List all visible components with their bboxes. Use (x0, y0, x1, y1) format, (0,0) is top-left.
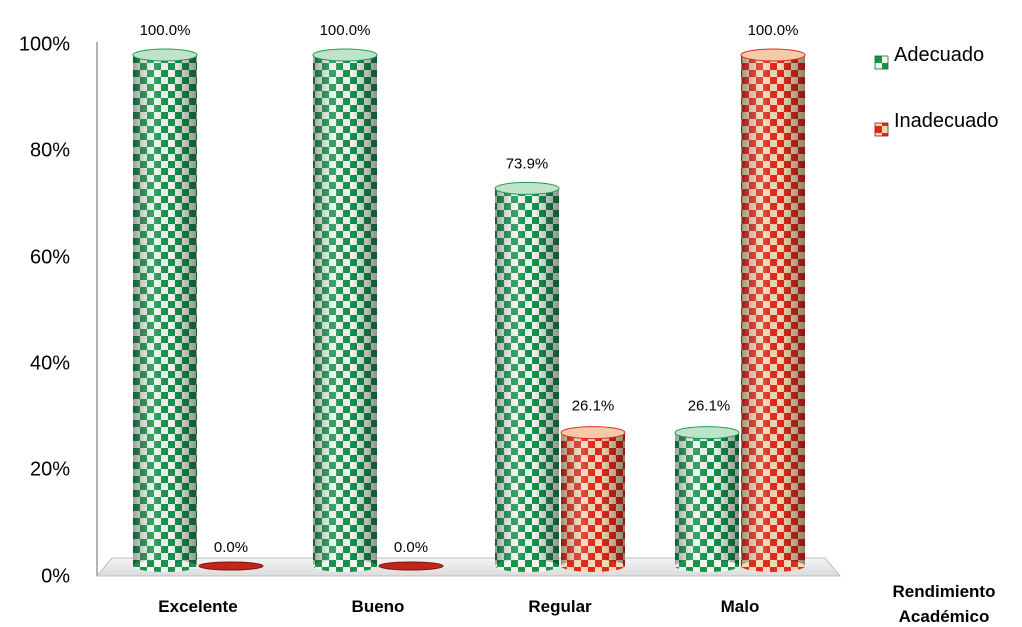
legend-item-inadecuado: Inadecuado (874, 110, 999, 137)
bar-inadecuado-bueno (378, 561, 444, 571)
legend-item-adecuado: Adecuado (874, 44, 984, 70)
category-label: Bueno (352, 597, 405, 616)
bar-inadecuado-excelente (198, 561, 264, 571)
y-tick-labels: 0% 20% 40% 60% 80% 100% (19, 33, 70, 587)
x-axis-title-line-1: Rendimiento (893, 582, 996, 601)
bar-base (561, 560, 625, 572)
y-tick-label: 40% (30, 352, 70, 374)
category-label: Regular (528, 597, 592, 616)
bar-shading (133, 55, 197, 566)
category-labels: Excelente Bueno Regular Malo (158, 597, 759, 616)
bar-top (494, 181, 560, 195)
value-label: 26.1% (688, 398, 731, 415)
legend-label-adecuado: Adecuado (894, 44, 984, 66)
bar-adecuado-bueno (312, 48, 378, 572)
value-label: 100.0% (320, 22, 371, 39)
bar-shading (495, 188, 559, 566)
bar-adecuado-excelente (132, 48, 198, 572)
y-tick-label: 80% (30, 139, 70, 161)
bar-top (674, 426, 740, 440)
legend-swatch-adecuado (874, 55, 889, 70)
axes (95, 42, 842, 577)
bar-flat (378, 561, 444, 571)
y-tick-label: 0% (41, 565, 70, 587)
bar-base (675, 560, 739, 572)
bar-top (132, 48, 198, 62)
value-labels: 100.0% 0.0% 100.0% 0.0% 73.9% 26.1% 26.1% 100.0… (140, 22, 799, 556)
y-tick-label: 20% (30, 458, 70, 480)
bar-shading (561, 432, 625, 566)
legend: Adecuado Inadecuado (874, 44, 999, 137)
value-label: 0.0% (394, 539, 428, 556)
bar-flat (198, 561, 264, 571)
value-label: 100.0% (140, 22, 191, 39)
legend-swatch-inadecuado (874, 122, 889, 137)
bar-shading (313, 55, 377, 566)
legend-label-inadecuado: Inadecuado (894, 110, 999, 132)
bar-base (495, 560, 559, 572)
bar-inadecuado-regular (560, 426, 626, 572)
bar-adecuado-regular (494, 181, 560, 572)
chart-floor (95, 557, 842, 577)
bar-shading (741, 55, 805, 566)
bar-top (740, 48, 806, 62)
x-axis-title: Rendimiento Académico (893, 582, 996, 626)
x-axis-title-line-2: Académico (899, 607, 990, 626)
bar-base (741, 560, 805, 572)
bars (132, 48, 806, 572)
value-label: 26.1% (572, 398, 615, 415)
y-tick-label: 100% (19, 33, 70, 55)
value-label: 73.9% (506, 155, 549, 172)
y-tick-label: 60% (30, 246, 70, 268)
bar-top (560, 426, 626, 440)
bar-adecuado-malo (674, 426, 740, 572)
bar-base (133, 560, 197, 572)
bar-top (312, 48, 378, 62)
value-label: 0.0% (214, 539, 248, 556)
category-label: Malo (721, 597, 760, 616)
value-label: 100.0% (748, 22, 799, 39)
bar-shading (675, 432, 739, 566)
bar-inadecuado-malo (740, 48, 806, 572)
bar-base (313, 560, 377, 572)
category-label: Excelente (158, 597, 237, 616)
